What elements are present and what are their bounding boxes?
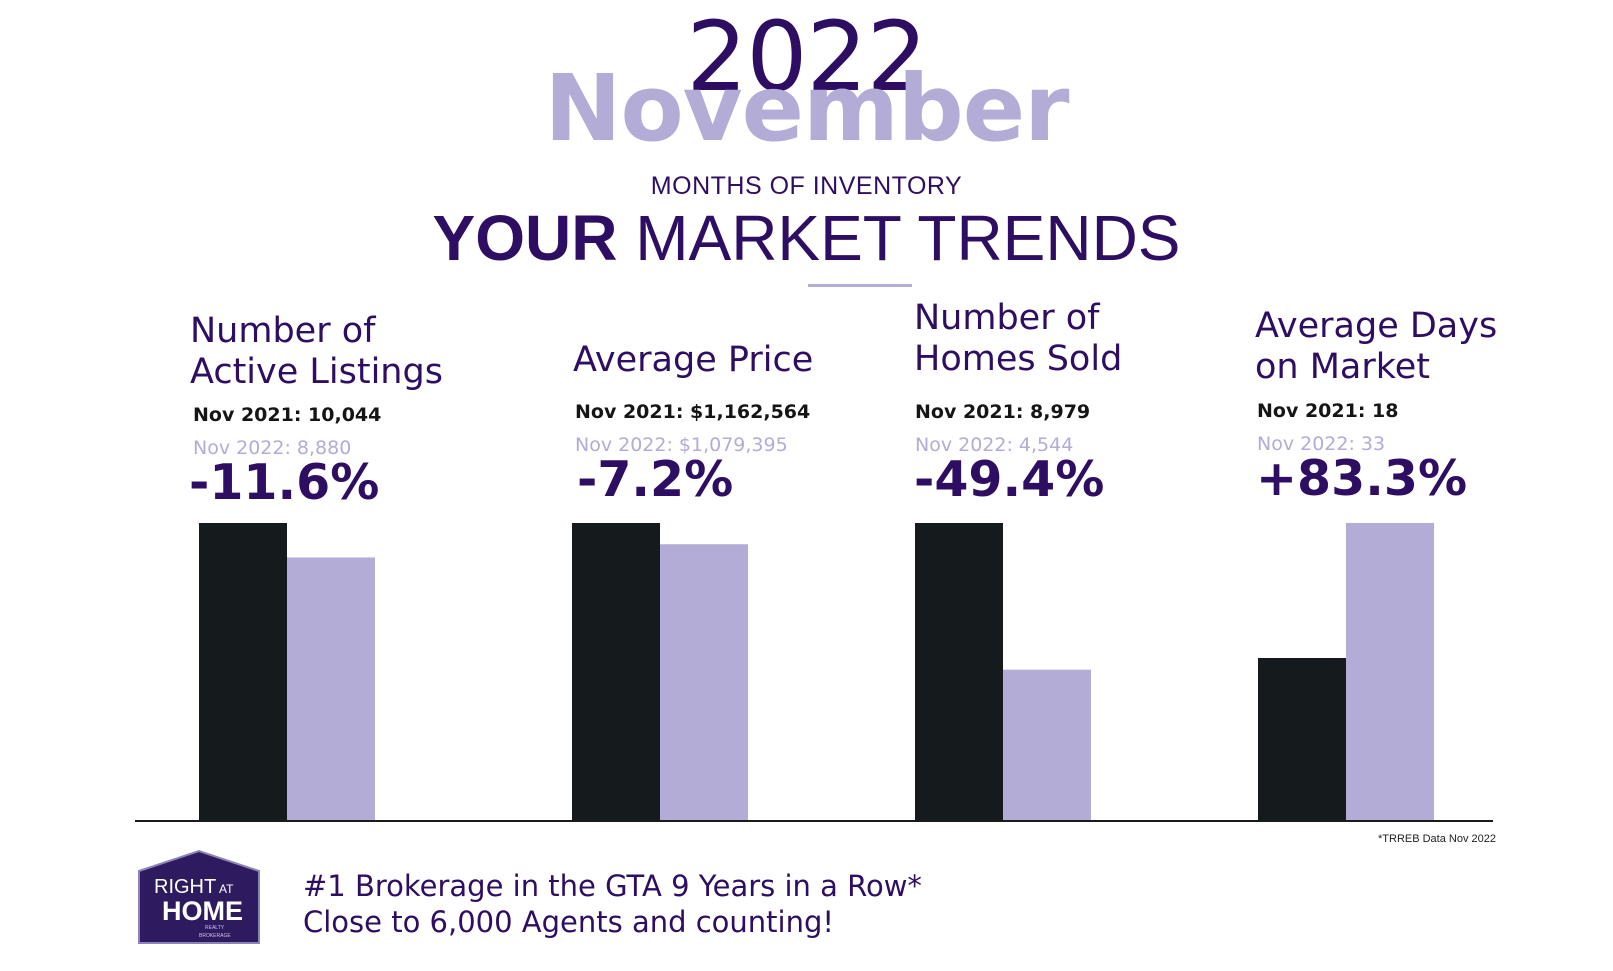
panel-2-prev-label: Nov 2021: $1,162,564 xyxy=(575,401,811,423)
logo-word-home: HOME xyxy=(162,896,243,926)
panel-1-prev-label: Nov 2021: 10,044 xyxy=(193,404,382,426)
bar-2-nov-2022 xyxy=(660,544,748,820)
panel-1-title-line2: Active Listings xyxy=(190,352,443,392)
panel-1-title-line1: Number of xyxy=(190,311,376,351)
tagline: #1 Brokerage in the GTA 9 Years in a Row… xyxy=(303,868,922,940)
tagline-line1: #1 Brokerage in the GTA 9 Years in a Row… xyxy=(303,869,922,903)
month-heading: November xyxy=(544,55,1069,162)
logo-word-at: AT xyxy=(219,882,234,896)
logo-word-realty: REALTY xyxy=(205,925,225,931)
logo-house-shape xyxy=(138,849,260,944)
panel-1-change: -11.6% xyxy=(189,454,380,511)
subtitle: MONTHS OF INVENTORY xyxy=(650,172,963,200)
panel-4-change: +83.3% xyxy=(1256,450,1468,507)
bar-4-nov-2021 xyxy=(1258,658,1346,820)
panel-3-curr-label: Nov 2022: 4,544 xyxy=(915,434,1074,456)
bar-3-nov-2021 xyxy=(915,523,1003,820)
right-at-home-logo: RIGHT AT HOME REALTY BROKERAGE xyxy=(138,849,260,944)
panel-3-title-line2: Homes Sold xyxy=(914,339,1123,379)
panel-4-title: Average Days on Market xyxy=(1255,306,1497,388)
panel-3-title: Number of Homes Sold xyxy=(914,298,1122,380)
panel-3-change: -49.4% xyxy=(914,451,1105,508)
footnote: *TRREB Data Nov 2022 xyxy=(1378,833,1496,845)
panel-2-title: Average Price xyxy=(573,340,813,381)
logo-word-brokerage: BROKERAGE xyxy=(199,933,231,939)
bar-1-nov-2022 xyxy=(287,557,375,820)
bar-3-nov-2022 xyxy=(1003,669,1091,820)
panel-3-prev-label: Nov 2021: 8,979 xyxy=(915,401,1091,423)
panel-2-curr-label: Nov 2022: $1,079,395 xyxy=(575,434,788,456)
panel-2-title-line1: Average Price xyxy=(573,340,814,380)
bar-2-nov-2021 xyxy=(572,523,660,820)
title-divider xyxy=(808,284,912,287)
panel-4-title-line1: Average Days xyxy=(1255,306,1498,346)
bar-1-nov-2021 xyxy=(199,523,287,820)
panel-1-title: Number of Active Listings xyxy=(190,311,443,393)
panel-4-prev-label: Nov 2021: 18 xyxy=(1257,400,1399,422)
logo-word-right: RIGHT xyxy=(154,876,216,898)
panel-2-change: -7.2% xyxy=(577,451,734,508)
bar-4-nov-2022 xyxy=(1346,523,1434,820)
year-heading: 2022 xyxy=(686,1,927,113)
bar-chart xyxy=(135,523,1493,822)
headline-rest: MARKET TRENDS xyxy=(635,202,1181,274)
panel-3-title-line1: Number of xyxy=(914,298,1100,338)
page-title: YOUR MARKET TRENDS xyxy=(0,200,1613,276)
headline-bold: YOUR xyxy=(432,202,618,274)
tagline-line2: Close to 6,000 Agents and counting! xyxy=(303,905,835,939)
panel-4-title-line2: on Market xyxy=(1255,347,1431,387)
panel-4-curr-label: Nov 2022: 33 xyxy=(1257,433,1386,455)
panel-1-curr-label: Nov 2022: 8,880 xyxy=(193,437,352,459)
